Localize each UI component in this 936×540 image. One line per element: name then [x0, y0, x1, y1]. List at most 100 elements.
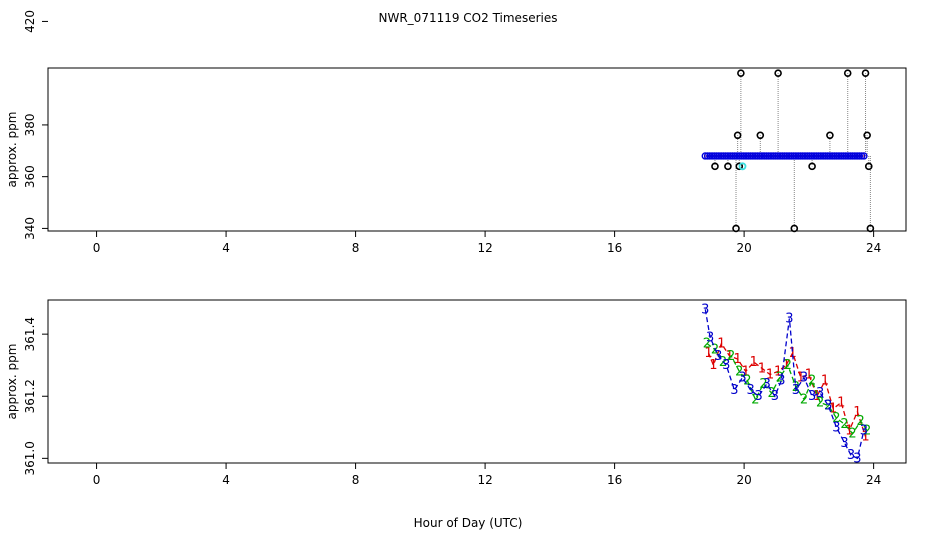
data-point	[721, 152, 730, 160]
series-marker-1: 1	[837, 395, 845, 410]
x-tick-label: 4	[222, 241, 230, 255]
series-marker-3: 3	[738, 371, 746, 386]
x-tick-label: 24	[866, 473, 881, 487]
series-marker-1: 1	[797, 371, 805, 386]
series-marker-1: 1	[766, 368, 774, 383]
data-point	[717, 152, 725, 160]
flagged-point	[733, 131, 742, 140]
series-marker-3: 3	[792, 383, 800, 398]
flagged-point	[711, 162, 719, 171]
data-point	[735, 152, 743, 160]
series-marker-2: 2	[824, 399, 832, 414]
data-point	[778, 152, 787, 160]
data-point	[758, 152, 766, 160]
series-marker-1: 1	[861, 430, 869, 445]
series-marker-2: 2	[863, 423, 871, 438]
series-marker-2: 2	[840, 417, 848, 432]
flagged-point	[724, 162, 732, 171]
data-point	[701, 152, 709, 160]
data-point	[805, 152, 814, 160]
series-marker-2: 2	[857, 414, 865, 429]
series-line-1	[707, 342, 867, 437]
data-point	[855, 152, 864, 160]
series-marker-2: 2	[751, 392, 759, 407]
flagged-point	[737, 69, 745, 77]
data-point	[851, 152, 859, 160]
plot-frame	[47, 299, 907, 464]
x-tick-label: 0	[93, 241, 101, 255]
series-marker-3: 3	[763, 377, 771, 392]
series-marker-3: 3	[746, 383, 754, 398]
series-marker-3: 3	[816, 386, 824, 401]
data-point	[812, 152, 821, 160]
series-marker-2: 2	[808, 374, 816, 389]
data-point	[710, 152, 719, 160]
data-point	[751, 152, 759, 160]
series-marker-1: 1	[733, 352, 741, 367]
data-point	[794, 152, 802, 160]
data-point	[789, 152, 798, 160]
series-marker-2: 2	[727, 349, 735, 364]
y-tick-label: 361.4	[23, 317, 37, 351]
data-point	[821, 152, 830, 160]
plot-frame	[47, 67, 907, 232]
data-point	[780, 152, 789, 160]
data-point	[708, 152, 716, 160]
data-point	[774, 152, 782, 160]
data-point	[728, 152, 737, 160]
data-point	[792, 152, 800, 160]
series-marker-1: 1	[717, 336, 725, 351]
data-point	[823, 152, 832, 160]
series-marker-1: 1	[845, 423, 853, 438]
series-marker-1: 1	[742, 364, 750, 379]
series-marker-2: 2	[767, 386, 775, 401]
y-tick-label: 361.0	[23, 441, 37, 475]
data-point	[715, 152, 723, 160]
series-marker-2: 2	[800, 392, 808, 407]
data-point	[724, 152, 732, 160]
y-axis-label: approx. ppm	[5, 344, 19, 420]
x-tick-label: 16	[607, 473, 622, 487]
y-tick-label: 340	[23, 217, 37, 240]
y-tick-label: 360	[23, 165, 37, 188]
data-point	[817, 152, 825, 160]
data-point	[712, 152, 721, 160]
series-marker-2: 2	[743, 374, 751, 389]
data-point	[860, 152, 868, 160]
data-point	[703, 152, 712, 160]
series-marker-3: 3	[860, 423, 868, 438]
flagged-point	[808, 162, 816, 171]
series-marker-1: 1	[829, 402, 837, 417]
x-tick-label: 8	[352, 473, 360, 487]
series-marker-3: 3	[722, 358, 730, 373]
x-tick-label: 20	[736, 241, 751, 255]
data-point	[737, 152, 746, 160]
series-marker-3: 3	[755, 389, 763, 404]
data-point	[814, 152, 823, 160]
data-point	[842, 152, 850, 160]
data-point	[787, 152, 796, 160]
data-point	[731, 152, 739, 160]
series-marker-3: 3	[714, 349, 722, 364]
data-point	[760, 152, 768, 160]
series-marker-2: 2	[711, 343, 719, 358]
data-point	[753, 152, 762, 160]
series-marker-1: 1	[704, 346, 712, 361]
data-point	[769, 152, 777, 160]
series-marker-1: 1	[821, 374, 829, 389]
series-marker-1: 1	[813, 389, 821, 404]
series-marker-3: 3	[853, 451, 861, 466]
flagged-point	[735, 162, 744, 171]
flagged-point	[866, 224, 875, 233]
data-point	[846, 152, 855, 160]
flagged-point	[863, 131, 871, 140]
data-point	[749, 152, 757, 160]
series-marker-2: 2	[719, 355, 727, 370]
series-marker-2: 2	[784, 358, 792, 373]
series-marker-1: 1	[853, 405, 861, 420]
data-point	[828, 152, 836, 160]
data-point	[839, 152, 848, 160]
series-marker-3: 3	[777, 374, 785, 389]
series-marker-2: 2	[832, 411, 840, 426]
